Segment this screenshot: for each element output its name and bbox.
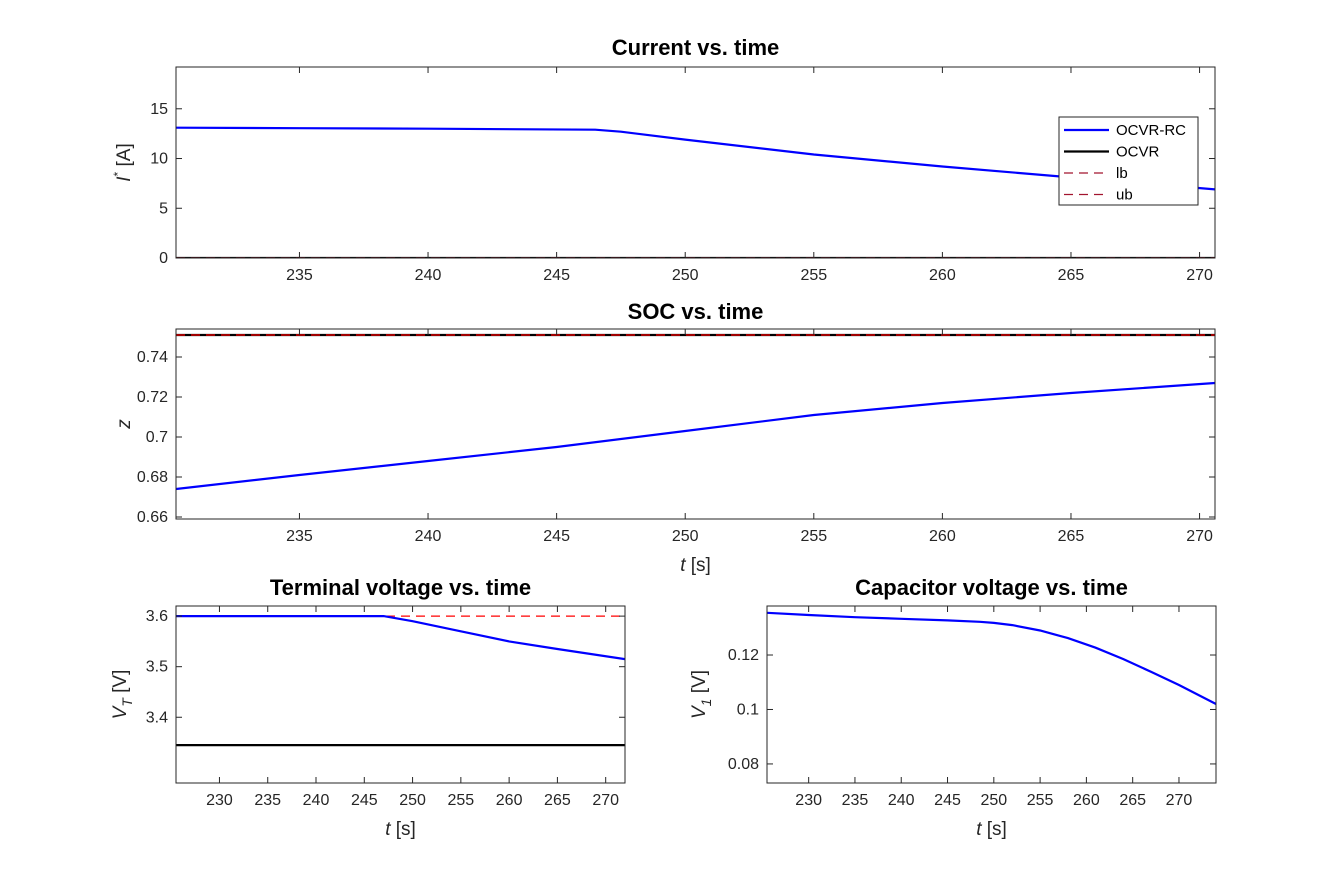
x-tick-label: 250	[672, 267, 699, 284]
axes-box	[766, 605, 1217, 784]
x-tick-label: 235	[254, 792, 281, 809]
x-tick-label: 270	[1186, 528, 1213, 545]
x-tick-label: 260	[496, 792, 523, 809]
x-tick-label: 255	[447, 792, 474, 809]
x-tick-label: 230	[206, 792, 233, 809]
axes-box	[175, 328, 1216, 520]
x-axis-label: t [s]	[680, 555, 711, 576]
legend-entry: OCVR	[1116, 144, 1160, 161]
series-0-line	[767, 611, 1216, 705]
x-tick-label: 250	[672, 528, 699, 545]
series-1-line	[176, 614, 625, 661]
y-tick-label: 3.5	[146, 659, 168, 676]
axes-box	[175, 66, 1216, 259]
y-tick-label: 5	[159, 200, 168, 217]
x-tick-label: 250	[980, 792, 1007, 809]
y-tick-label: 0.08	[728, 756, 759, 773]
x-tick-label: 230	[795, 792, 822, 809]
x-axis-label: t [s]	[385, 819, 416, 840]
chart-title: Capacitor voltage vs. time	[855, 575, 1128, 600]
y-tick-label: 0.12	[728, 647, 759, 664]
y-axis-label: VT [V]	[110, 670, 135, 720]
axes-box	[175, 605, 626, 784]
x-axis-label: t [s]	[976, 819, 1007, 840]
y-axis-label: V1 [V]	[689, 670, 714, 719]
x-tick-label: 255	[800, 528, 827, 545]
chart-title: Current vs. time	[612, 35, 780, 60]
y-axis-label: I* [A]	[111, 143, 135, 181]
y-tick-label: 3.4	[146, 709, 168, 726]
x-tick-label: 270	[1186, 267, 1213, 284]
x-tick-label: 255	[800, 267, 827, 284]
y-tick-label: 3.6	[146, 608, 168, 625]
x-tick-label: 270	[592, 792, 619, 809]
series-group	[176, 614, 625, 747]
x-tick-label: 245	[351, 792, 378, 809]
y-tick-label: 0.72	[137, 389, 168, 406]
y-tick-label: 0.1	[737, 701, 759, 718]
x-tick-label: 270	[1166, 792, 1193, 809]
x-tick-label: 255	[1027, 792, 1054, 809]
y-tick-label: 10	[150, 151, 168, 168]
series-group	[176, 126, 1215, 258]
chart-title: Terminal voltage vs. time	[270, 575, 531, 600]
legend: OCVR-RC OCVR lb ub	[1058, 116, 1199, 206]
soc-chart: SOC vs. time 235 240 245 250 255 260 265 270 0.66…	[114, 299, 1216, 576]
y-tick-label: 0	[159, 250, 168, 267]
chart-title: SOC vs. time	[628, 299, 764, 324]
legend-entry: lb	[1116, 165, 1128, 182]
x-tick-label: 265	[1058, 528, 1085, 545]
x-tick-label: 250	[399, 792, 426, 809]
y-tick-label: 15	[150, 101, 168, 118]
x-tick-label: 235	[286, 267, 313, 284]
current-chart: Current vs. time 235 240 245 250 255 260 265 270…	[111, 35, 1216, 284]
y-tick-label: 0.7	[146, 429, 168, 446]
x-tick-label: 240	[415, 267, 442, 284]
x-tick-label: 240	[303, 792, 330, 809]
x-tick-label: 265	[544, 792, 571, 809]
series-group	[767, 611, 1216, 705]
x-tick-label: 235	[286, 528, 313, 545]
x-tick-label: 240	[888, 792, 915, 809]
x-tick-label: 245	[934, 792, 961, 809]
x-tick-label: 265	[1119, 792, 1146, 809]
legend-entry: ub	[1116, 187, 1133, 204]
y-tick-label: 0.74	[137, 349, 168, 366]
y-tick-label: 0.66	[137, 509, 168, 526]
legend-box	[1058, 116, 1199, 206]
capacitor-voltage-chart: Capacitor voltage vs. time 230 235 240 245 25…	[689, 575, 1217, 840]
series-0-line	[176, 381, 1215, 491]
x-tick-label: 260	[929, 528, 956, 545]
x-tick-label: 265	[1058, 267, 1085, 284]
x-tick-label: 245	[543, 267, 570, 284]
terminal-voltage-chart: Terminal voltage vs. time 230 235 240 245 250…	[110, 575, 626, 840]
y-axis-label: z	[114, 419, 135, 430]
series-group	[176, 333, 1215, 491]
y-tick-label: 0.68	[137, 469, 168, 486]
x-tick-label: 235	[842, 792, 869, 809]
ocvr-rc-line	[176, 126, 1215, 191]
x-tick-label: 245	[543, 528, 570, 545]
x-tick-label: 260	[929, 267, 956, 284]
legend-entry: OCVR-RC	[1116, 122, 1186, 139]
x-tick-label: 260	[1073, 792, 1100, 809]
x-tick-label: 240	[415, 528, 442, 545]
